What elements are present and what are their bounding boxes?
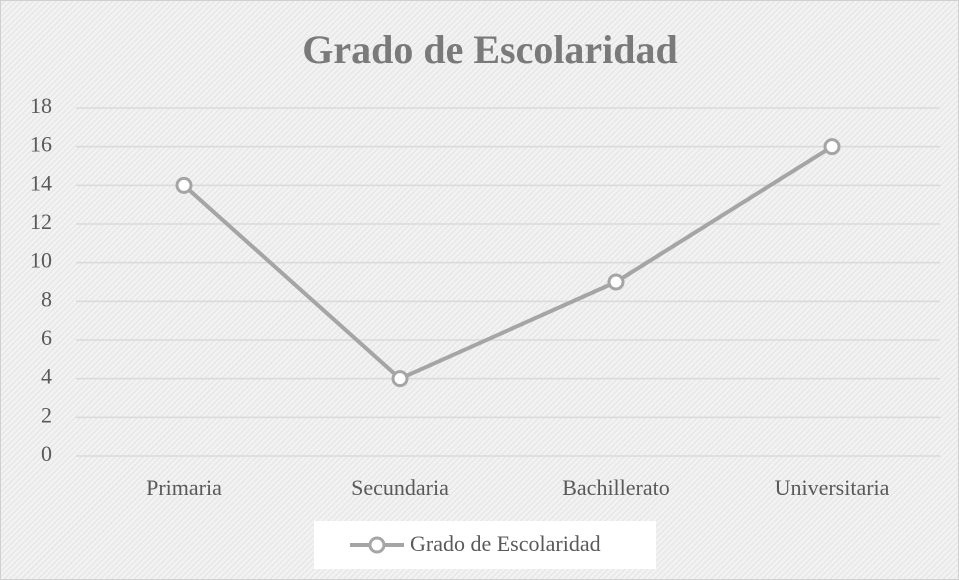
- y-tick-label: 18: [30, 93, 52, 118]
- y-tick-label: 16: [30, 132, 52, 157]
- chart-title: Grado de Escolaridad: [302, 27, 678, 72]
- data-point: [175, 176, 193, 194]
- x-tick-label: Bachillerato: [562, 475, 670, 500]
- y-tick-label: 6: [41, 325, 52, 350]
- data-point: [391, 370, 409, 388]
- x-tick-label: Universitaria: [775, 475, 890, 500]
- x-tick-label: Secundaria: [351, 475, 449, 500]
- y-tick-label: 8: [41, 286, 52, 311]
- series-line: [182, 144, 834, 381]
- y-tick-label: 10: [30, 248, 52, 273]
- y-tick-label: 14: [30, 170, 52, 195]
- legend-label: Grado de Escolaridad: [410, 531, 601, 556]
- x-tick-label: Primaria: [146, 475, 222, 500]
- legend-marker: [368, 536, 386, 554]
- data-point: [823, 138, 841, 156]
- grid: [76, 107, 940, 457]
- y-tick-label: 12: [30, 209, 52, 234]
- y-tick-label: 4: [41, 364, 52, 389]
- data-point: [607, 273, 625, 291]
- y-tick-label: 0: [41, 441, 52, 466]
- y-tick-label: 2: [41, 402, 52, 427]
